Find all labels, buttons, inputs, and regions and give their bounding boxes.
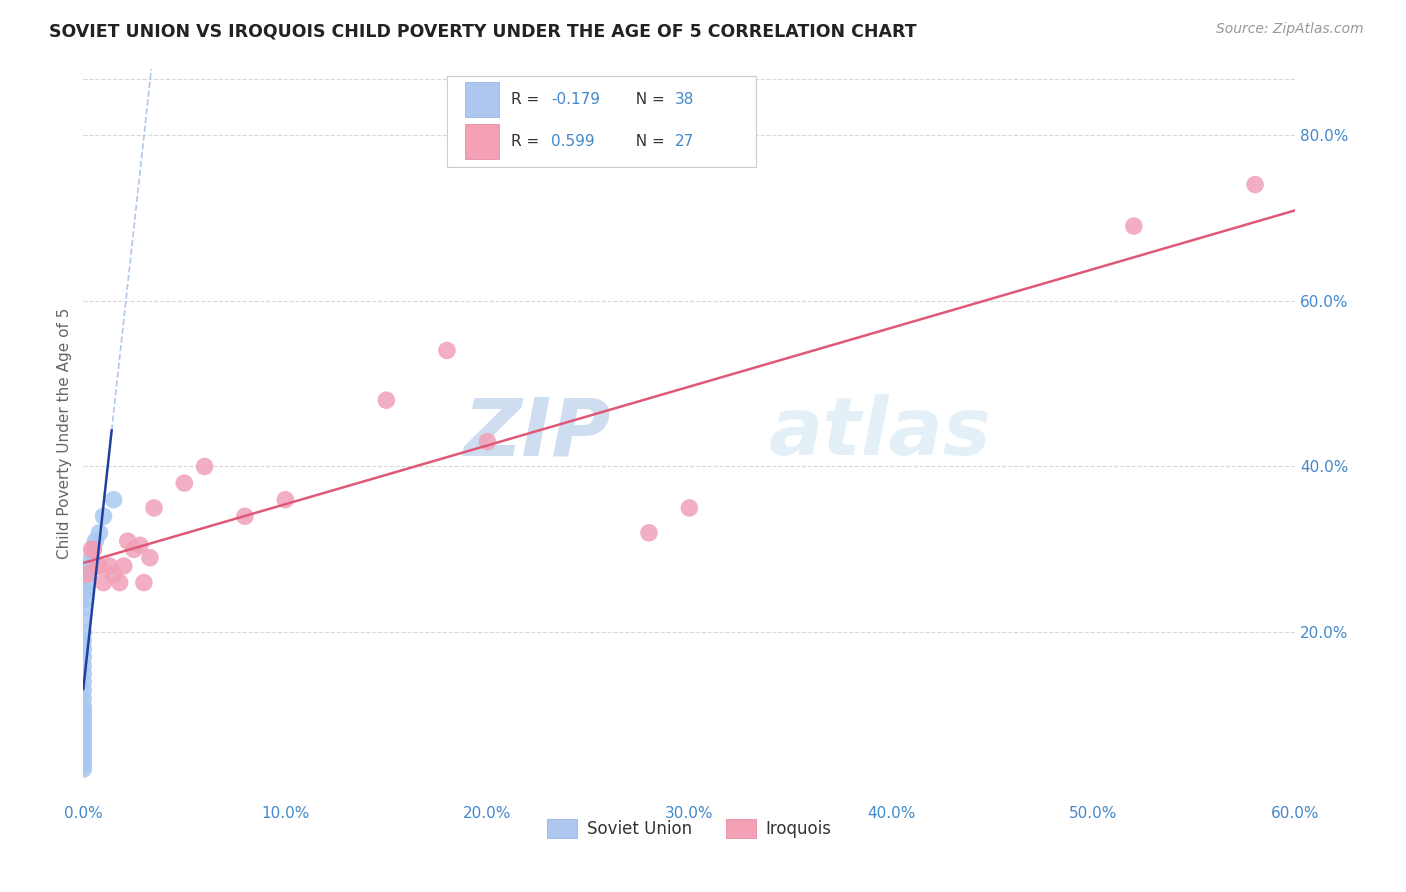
Point bbox=[128, 538, 150, 552]
Point bbox=[84, 534, 107, 549]
Point bbox=[72, 658, 94, 673]
Point bbox=[72, 746, 94, 760]
Point bbox=[103, 567, 125, 582]
Text: 38: 38 bbox=[675, 92, 695, 107]
Point bbox=[72, 633, 94, 648]
Point bbox=[80, 550, 103, 565]
Point bbox=[72, 758, 94, 772]
FancyBboxPatch shape bbox=[447, 76, 756, 167]
Point bbox=[193, 459, 215, 474]
Point bbox=[72, 625, 94, 640]
FancyBboxPatch shape bbox=[465, 124, 499, 159]
Point bbox=[80, 542, 103, 557]
Point bbox=[75, 592, 97, 607]
Text: 27: 27 bbox=[675, 134, 695, 149]
Text: SOVIET UNION VS IROQUOIS CHILD POVERTY UNDER THE AGE OF 5 CORRELATION CHART: SOVIET UNION VS IROQUOIS CHILD POVERTY U… bbox=[49, 22, 917, 40]
Point bbox=[103, 492, 125, 507]
Point bbox=[72, 733, 94, 747]
Point bbox=[72, 716, 94, 731]
Point bbox=[72, 708, 94, 723]
Point bbox=[72, 600, 94, 615]
Point bbox=[72, 724, 94, 739]
Point bbox=[72, 675, 94, 690]
Point bbox=[72, 737, 94, 751]
Point bbox=[82, 542, 104, 557]
Point bbox=[76, 575, 98, 590]
FancyBboxPatch shape bbox=[465, 82, 499, 117]
Point bbox=[72, 700, 94, 714]
Point bbox=[72, 641, 94, 656]
Text: N =: N = bbox=[626, 134, 671, 149]
Point bbox=[122, 542, 145, 557]
Point bbox=[72, 741, 94, 756]
Text: atlas: atlas bbox=[768, 394, 991, 473]
Point bbox=[173, 476, 195, 491]
Text: Source: ZipAtlas.com: Source: ZipAtlas.com bbox=[1216, 22, 1364, 37]
Point bbox=[233, 509, 256, 524]
Point bbox=[112, 559, 135, 574]
Point bbox=[72, 721, 94, 735]
Point bbox=[72, 613, 94, 627]
Text: R =: R = bbox=[512, 92, 544, 107]
Point bbox=[72, 712, 94, 726]
Point bbox=[72, 749, 94, 764]
Point bbox=[143, 500, 166, 515]
Point bbox=[82, 542, 104, 557]
Point bbox=[274, 492, 297, 507]
Point bbox=[375, 393, 398, 408]
Y-axis label: Child Poverty Under the Age of 5: Child Poverty Under the Age of 5 bbox=[58, 308, 72, 559]
Point bbox=[1244, 178, 1267, 192]
Legend: Soviet Union, Iroquois: Soviet Union, Iroquois bbox=[540, 812, 838, 845]
Point bbox=[108, 575, 131, 590]
Point bbox=[76, 567, 98, 582]
Point bbox=[93, 509, 115, 524]
Point bbox=[79, 559, 101, 574]
Text: 0.599: 0.599 bbox=[551, 134, 595, 149]
Point bbox=[72, 691, 94, 706]
Point bbox=[75, 583, 97, 598]
Point bbox=[1122, 219, 1144, 233]
Text: -0.179: -0.179 bbox=[551, 92, 600, 107]
Text: N =: N = bbox=[626, 92, 671, 107]
Point bbox=[98, 559, 121, 574]
Text: ZIP: ZIP bbox=[463, 394, 610, 473]
Point bbox=[72, 729, 94, 743]
Point bbox=[72, 704, 94, 718]
Point bbox=[72, 650, 94, 665]
Point bbox=[638, 525, 661, 540]
Text: R =: R = bbox=[512, 134, 544, 149]
Point bbox=[72, 762, 94, 776]
Point bbox=[89, 525, 111, 540]
Point bbox=[139, 550, 162, 565]
Point bbox=[436, 343, 458, 358]
Point bbox=[72, 683, 94, 698]
Point bbox=[477, 434, 499, 449]
Point bbox=[72, 666, 94, 681]
Point bbox=[678, 500, 700, 515]
Point bbox=[117, 534, 139, 549]
Point bbox=[93, 575, 115, 590]
Point bbox=[72, 754, 94, 768]
Point bbox=[89, 559, 111, 574]
Point bbox=[76, 567, 98, 582]
Point bbox=[86, 559, 108, 574]
Point bbox=[132, 575, 155, 590]
